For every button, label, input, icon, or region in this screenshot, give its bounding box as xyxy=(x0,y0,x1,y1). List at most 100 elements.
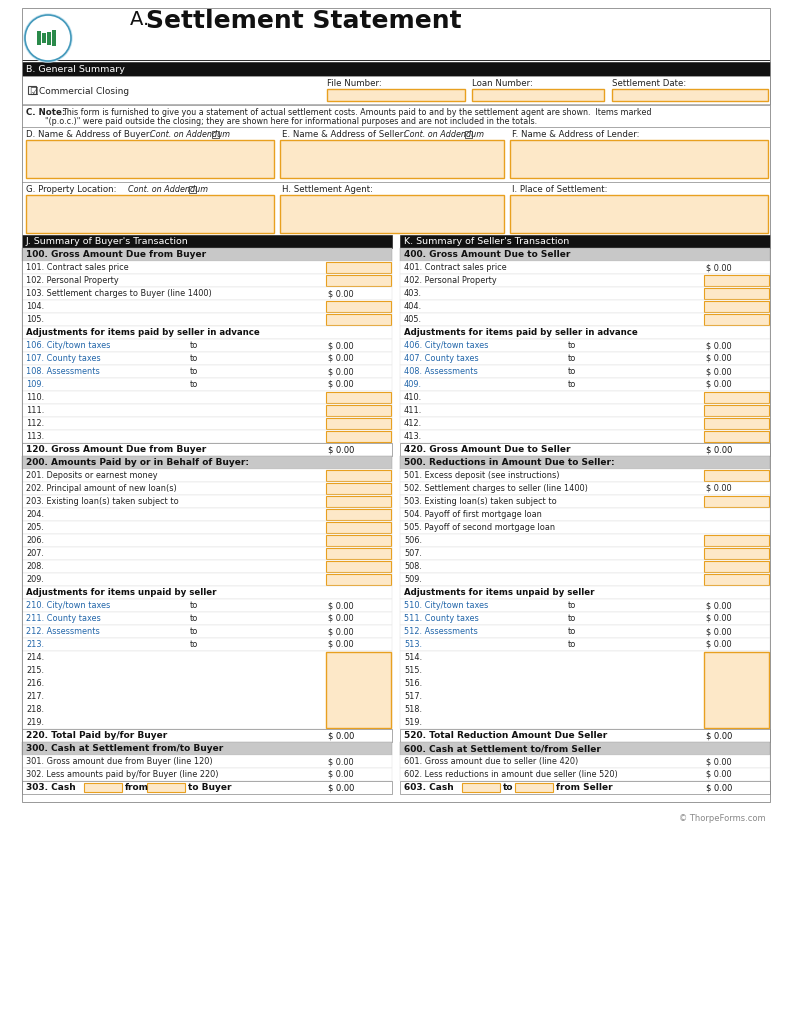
Text: 413.: 413. xyxy=(404,432,422,441)
Text: 501. Excess deposit (see instructions): 501. Excess deposit (see instructions) xyxy=(404,471,559,480)
Bar xyxy=(22,300,392,313)
Bar xyxy=(510,195,768,233)
Bar xyxy=(22,534,392,547)
Text: 508.: 508. xyxy=(404,562,422,571)
Bar xyxy=(22,430,392,443)
Bar xyxy=(400,417,770,430)
Bar xyxy=(472,89,604,101)
Text: 408. Assessments: 408. Assessments xyxy=(404,367,478,376)
Text: 211. County taxes: 211. County taxes xyxy=(26,614,100,623)
Bar xyxy=(37,31,41,45)
Bar xyxy=(22,651,392,729)
Bar xyxy=(22,234,392,248)
Text: to: to xyxy=(190,354,199,362)
Bar xyxy=(400,378,770,391)
Bar xyxy=(22,443,392,456)
Text: 502. Settlement charges to seller (line 1400): 502. Settlement charges to seller (line … xyxy=(404,484,588,493)
Text: 411.: 411. xyxy=(404,406,422,415)
Text: 506.: 506. xyxy=(404,536,422,545)
Bar xyxy=(400,534,770,547)
Text: 300. Cash at Settlement from/to Buyer: 300. Cash at Settlement from/to Buyer xyxy=(26,744,223,753)
Text: $ 0.00: $ 0.00 xyxy=(328,367,354,376)
Bar xyxy=(400,274,770,287)
Text: 120. Gross Amount Due from Buyer: 120. Gross Amount Due from Buyer xyxy=(26,445,206,454)
Bar xyxy=(22,469,392,482)
Bar xyxy=(327,89,465,101)
Text: Loan Number:: Loan Number: xyxy=(472,79,533,88)
Bar xyxy=(400,248,770,261)
Text: 511. County taxes: 511. County taxes xyxy=(404,614,479,623)
Bar xyxy=(326,509,391,520)
Bar xyxy=(22,365,392,378)
Bar xyxy=(704,652,769,728)
Bar xyxy=(22,768,392,781)
Bar xyxy=(22,521,392,534)
Text: to Buyer: to Buyer xyxy=(188,783,232,792)
Text: 215.: 215. xyxy=(26,666,44,675)
Text: 202. Principal amount of new loan(s): 202. Principal amount of new loan(s) xyxy=(26,484,176,493)
Bar xyxy=(400,469,770,482)
Text: to: to xyxy=(190,614,199,623)
Text: 108. Assessments: 108. Assessments xyxy=(26,367,100,376)
Text: 412.: 412. xyxy=(404,419,422,428)
Text: H. Settlement Agent:: H. Settlement Agent: xyxy=(282,185,373,194)
Bar xyxy=(400,573,770,586)
Text: 106. City/town taxes: 106. City/town taxes xyxy=(26,341,111,350)
Text: 515.: 515. xyxy=(404,666,422,675)
Text: $ 0.00: $ 0.00 xyxy=(706,354,732,362)
Text: from Seller: from Seller xyxy=(556,783,612,792)
Bar xyxy=(326,522,391,534)
Text: to: to xyxy=(190,380,199,389)
Bar xyxy=(400,599,770,612)
Text: from: from xyxy=(125,783,149,792)
Bar xyxy=(612,89,768,101)
Bar xyxy=(704,418,769,429)
Bar xyxy=(400,651,770,729)
Text: ☑: ☑ xyxy=(29,86,38,96)
Bar xyxy=(22,261,392,274)
Text: 404.: 404. xyxy=(404,302,422,311)
Bar xyxy=(22,352,392,365)
Text: File Number:: File Number: xyxy=(327,79,382,88)
Bar xyxy=(22,560,392,573)
Text: 407. County taxes: 407. County taxes xyxy=(404,354,479,362)
Bar xyxy=(326,574,391,585)
Text: 204.: 204. xyxy=(26,510,44,519)
Text: $ 0.00: $ 0.00 xyxy=(706,484,732,493)
Text: $ 0.00: $ 0.00 xyxy=(706,367,732,376)
Text: 513.: 513. xyxy=(404,640,422,649)
Bar xyxy=(326,535,391,546)
Bar xyxy=(22,248,392,261)
Bar xyxy=(704,548,769,559)
Bar xyxy=(22,62,770,76)
Bar xyxy=(400,482,770,495)
Bar xyxy=(326,314,391,325)
Text: 401. Contract sales price: 401. Contract sales price xyxy=(404,263,506,272)
Text: 218.: 218. xyxy=(26,705,44,714)
Text: 216.: 216. xyxy=(26,679,44,688)
Text: J. Summary of Buyer's Transaction: J. Summary of Buyer's Transaction xyxy=(26,237,189,246)
Text: 213.: 213. xyxy=(26,640,44,649)
Bar xyxy=(326,392,391,403)
Bar xyxy=(22,495,392,508)
Text: $ 0.00: $ 0.00 xyxy=(328,640,354,649)
Bar xyxy=(326,548,391,559)
Bar xyxy=(42,33,46,43)
Text: 301. Gross amount due from Buyer (line 120): 301. Gross amount due from Buyer (line 1… xyxy=(26,757,213,766)
Text: to: to xyxy=(568,367,577,376)
Bar xyxy=(704,535,769,546)
Text: $ 0.00: $ 0.00 xyxy=(706,731,732,740)
Text: 112.: 112. xyxy=(26,419,44,428)
Text: 514.: 514. xyxy=(404,653,422,662)
Text: 503. Existing loan(s) taken subject to: 503. Existing loan(s) taken subject to xyxy=(404,497,557,506)
Text: to: to xyxy=(568,627,577,636)
Text: $ 0.00: $ 0.00 xyxy=(328,614,354,623)
Bar xyxy=(22,573,392,586)
Text: $ 0.00: $ 0.00 xyxy=(706,614,732,623)
Text: $ 0.00: $ 0.00 xyxy=(328,380,354,389)
Text: 100. Gross Amount Due from Buyer: 100. Gross Amount Due from Buyer xyxy=(26,250,206,259)
Bar xyxy=(326,275,391,286)
Bar xyxy=(326,652,391,728)
Bar xyxy=(22,586,392,599)
Text: 410.: 410. xyxy=(404,393,422,402)
